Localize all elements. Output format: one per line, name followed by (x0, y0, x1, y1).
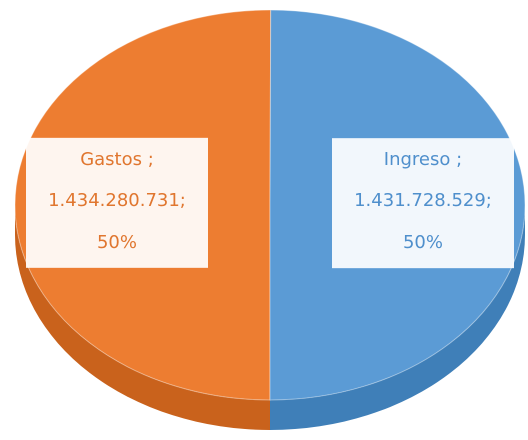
data-label-box (331, 138, 514, 269)
data-label-name: Ingreso ; (384, 149, 462, 170)
slice-side (15, 205, 270, 430)
data-label-value: 1.431.728.529; (354, 190, 492, 211)
data-label-percent: 50% (403, 232, 443, 253)
data-label-box (26, 137, 209, 268)
data-label-percent: 50% (97, 232, 137, 253)
data-label-name: Gastos ; (80, 149, 154, 170)
slice-side (270, 205, 525, 430)
data-label-value: 1.434.280.731; (48, 190, 186, 211)
